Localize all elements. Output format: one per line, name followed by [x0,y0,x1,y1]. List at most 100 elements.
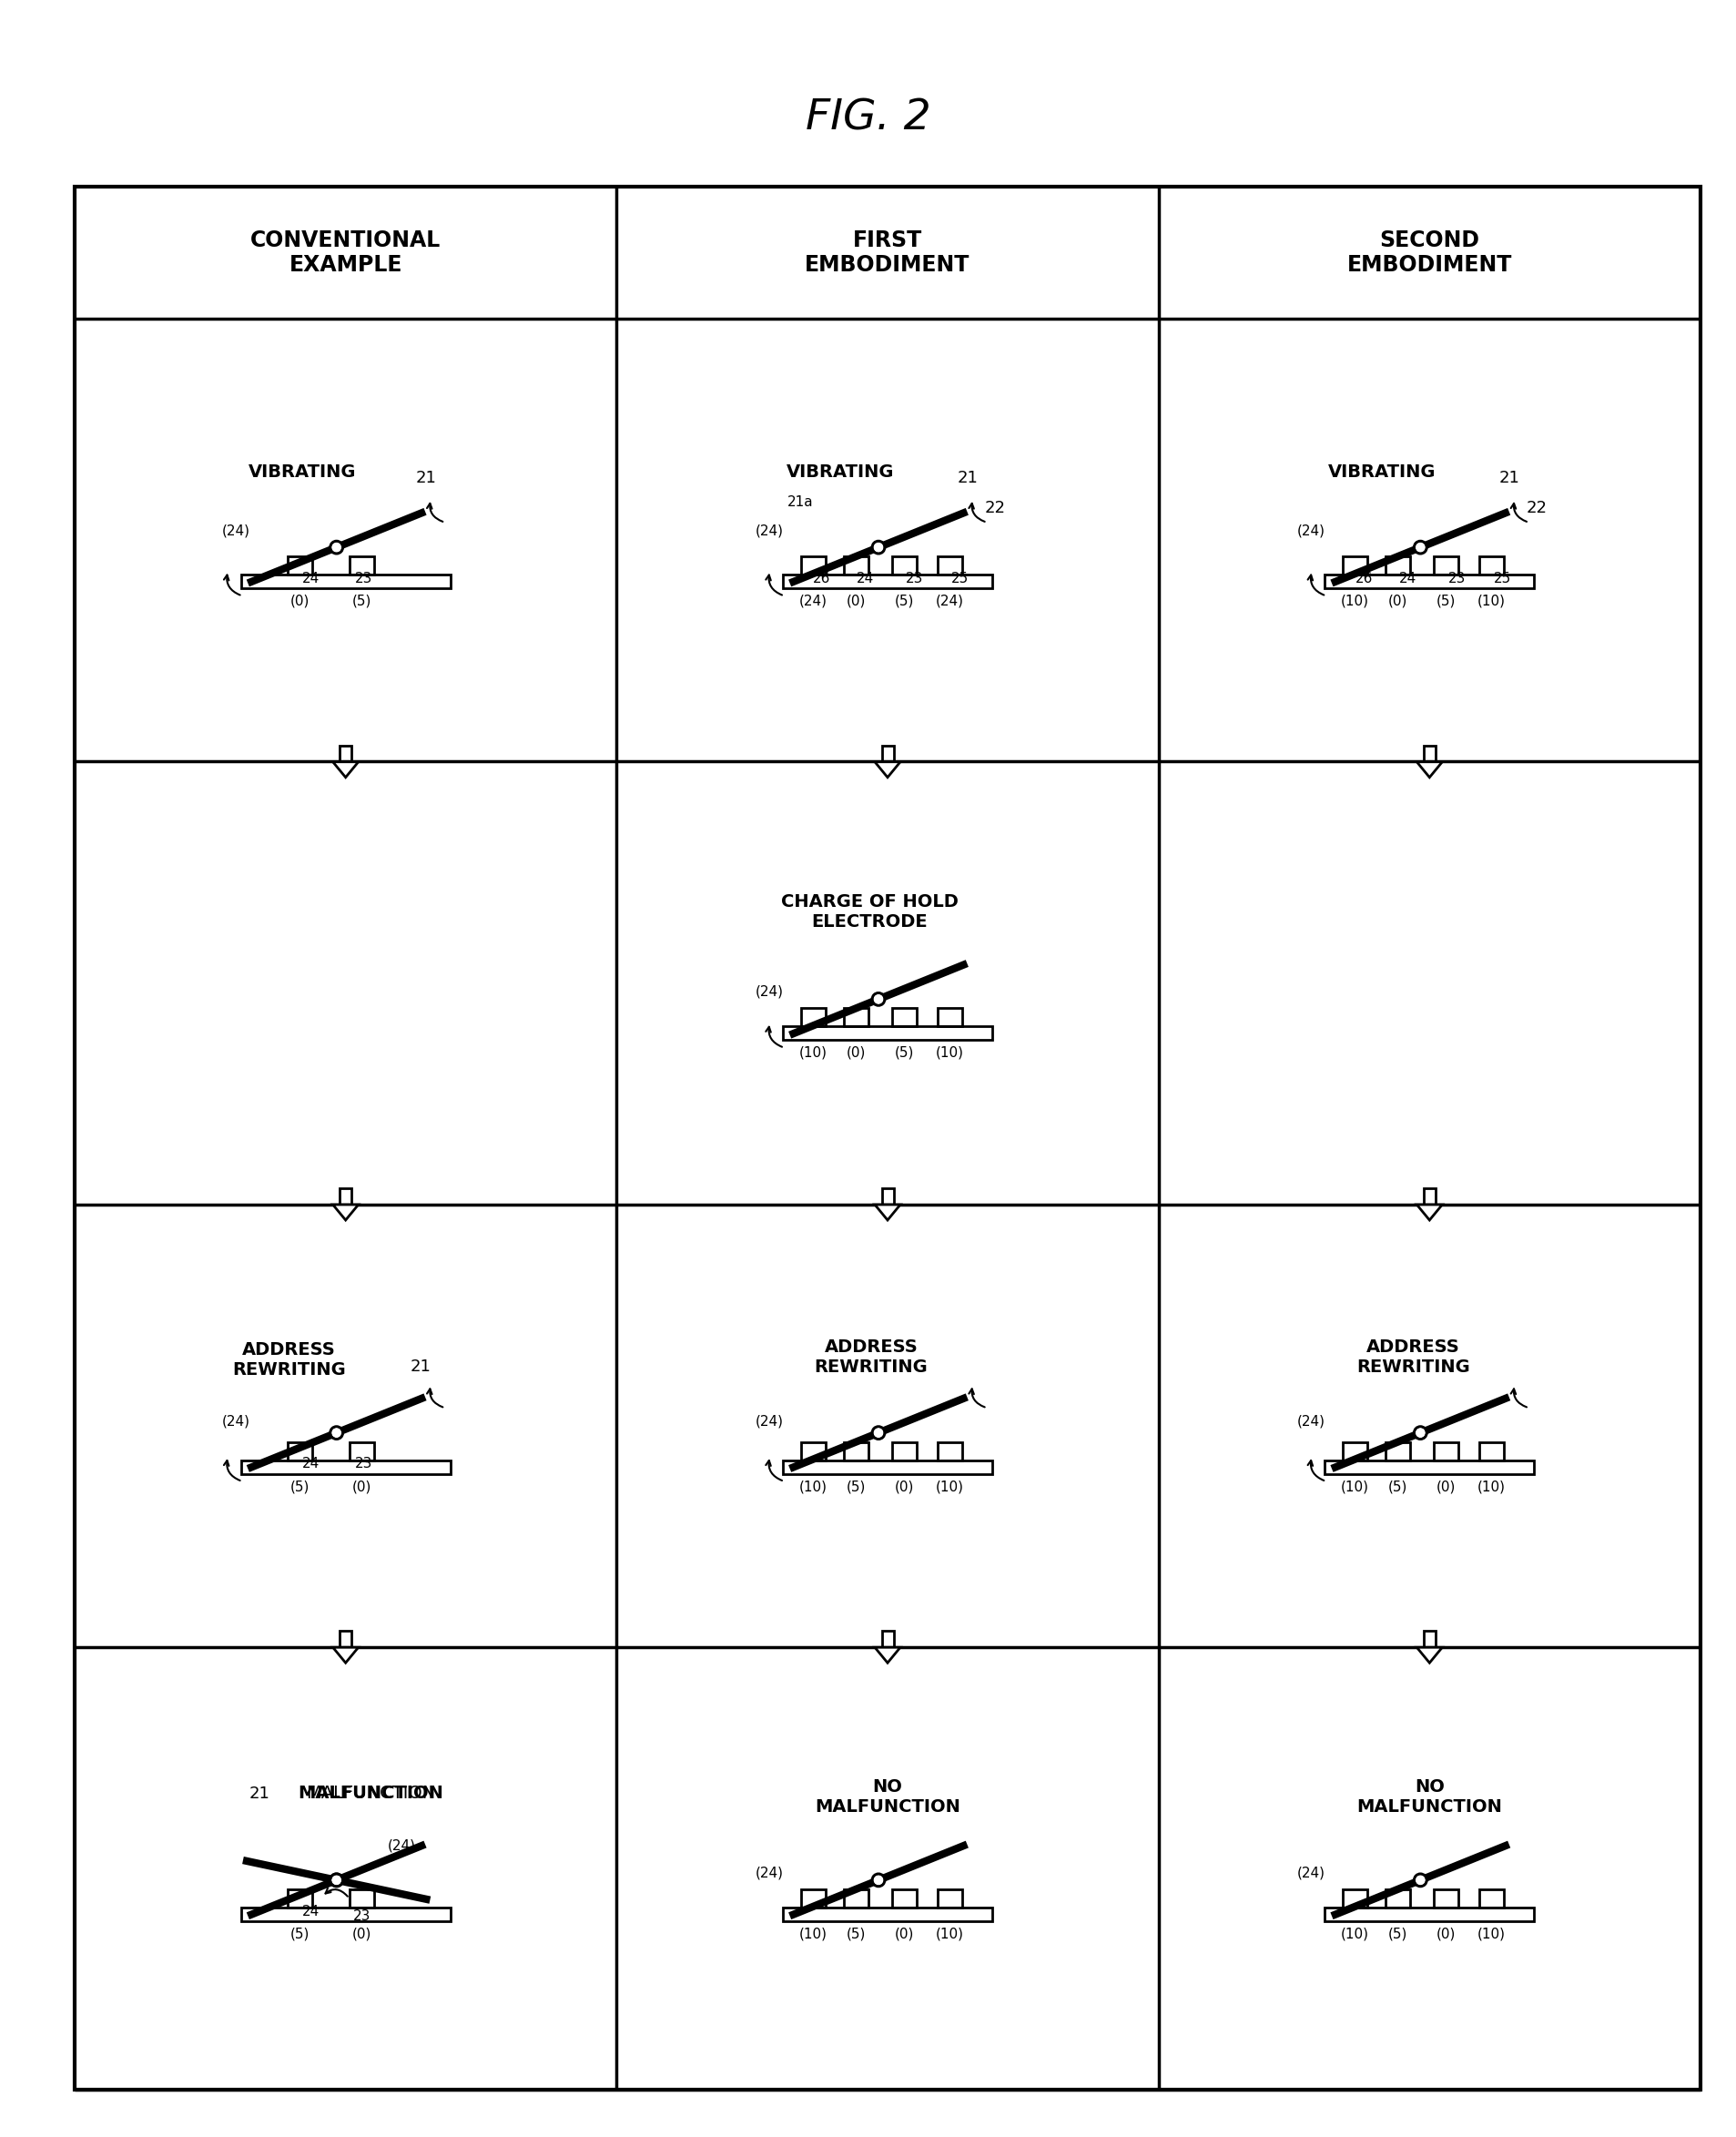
Circle shape [332,1428,342,1438]
Bar [1342,1442,1368,1460]
Bar [1342,1889,1368,1908]
Polygon shape [875,1205,901,1220]
Bar [1385,1442,1410,1460]
Text: MALFUNCTION: MALFUNCTION [306,1784,436,1801]
Text: 24: 24 [302,571,319,586]
Text: (24): (24) [755,524,783,539]
Bar [288,1889,312,1908]
Bar [1434,1442,1458,1460]
Bar [882,1188,894,1205]
Bar [340,746,351,763]
Polygon shape [1417,1648,1443,1663]
Circle shape [332,1874,342,1885]
Text: 21: 21 [957,470,977,487]
Bar [1479,1889,1503,1908]
Text: (0): (0) [1387,594,1408,607]
Circle shape [330,1874,344,1887]
Bar [340,1188,351,1205]
Polygon shape [875,763,901,778]
Bar [882,746,894,763]
Text: 24: 24 [858,571,875,586]
Bar [1479,1442,1503,1460]
Bar [1325,575,1535,588]
Circle shape [871,541,885,553]
Bar [1385,556,1410,575]
Text: (10): (10) [1477,1928,1505,1940]
Text: (10): (10) [1340,1928,1370,1940]
Text: VIBRATING: VIBRATING [248,464,356,481]
Text: 23: 23 [354,571,373,586]
Bar [844,1009,868,1026]
Text: FIG. 2: FIG. 2 [806,98,930,139]
Bar [241,575,450,588]
Bar [349,556,375,575]
Bar [783,1908,993,1921]
Circle shape [332,1874,342,1885]
Text: (5): (5) [290,1928,309,1940]
Circle shape [1415,543,1425,551]
Text: (24): (24) [799,594,826,607]
Bar [1424,1188,1436,1205]
Text: 24: 24 [302,1906,319,1919]
Circle shape [871,994,885,1007]
Text: (10): (10) [799,1928,826,1940]
Text: (0): (0) [290,594,309,607]
Bar [340,1631,351,1648]
Text: (5): (5) [352,594,372,607]
Polygon shape [1417,1205,1443,1220]
Text: 23: 23 [352,1910,372,1923]
Circle shape [873,543,884,551]
Circle shape [873,1874,884,1885]
Text: (5): (5) [894,1047,913,1060]
Text: (5): (5) [1387,1928,1408,1940]
Text: (24): (24) [222,1415,250,1428]
Text: 23: 23 [906,571,924,586]
Bar [882,1631,894,1648]
Text: 21a: 21a [786,496,812,509]
Text: (10): (10) [1340,594,1370,607]
Text: ADDRESS
REWRITING: ADDRESS REWRITING [814,1338,929,1376]
Bar [800,556,825,575]
Bar [349,1889,375,1908]
Text: 24: 24 [1399,571,1417,586]
Circle shape [873,1428,884,1438]
Text: 24: 24 [302,1457,319,1470]
Text: MALFUNCTION: MALFUNCTION [299,1784,444,1801]
Circle shape [1415,1874,1425,1885]
Text: (5): (5) [290,1479,309,1494]
Text: 22: 22 [1526,500,1547,517]
Text: (24): (24) [936,594,963,607]
Text: (10): (10) [1477,1479,1505,1494]
Bar [937,1442,962,1460]
Text: 21: 21 [415,470,436,487]
Text: (5): (5) [1436,594,1457,607]
Text: (24): (24) [755,1415,783,1428]
Bar [937,1009,962,1026]
Text: (0): (0) [352,1479,372,1494]
Bar [349,1442,375,1460]
Bar [288,556,312,575]
Text: (5): (5) [1387,1479,1408,1494]
Text: CONVENTIONAL
EXAMPLE: CONVENTIONAL EXAMPLE [250,229,441,276]
Circle shape [332,543,342,551]
Text: 26: 26 [812,571,832,586]
Circle shape [871,1874,885,1887]
Bar [783,1460,993,1475]
Text: (5): (5) [845,1928,866,1940]
Text: 21: 21 [1500,470,1521,487]
Text: (0): (0) [894,1479,913,1494]
Circle shape [1415,1428,1425,1438]
Circle shape [1415,541,1427,553]
Text: 25: 25 [951,571,969,586]
Text: (10): (10) [799,1047,826,1060]
Circle shape [873,994,884,1004]
Text: (10): (10) [936,1047,963,1060]
Bar [800,1889,825,1908]
Circle shape [330,1428,344,1438]
Circle shape [330,1874,344,1887]
Text: (0): (0) [352,1928,372,1940]
Bar [937,1889,962,1908]
Text: (10): (10) [1340,1479,1370,1494]
Bar [844,556,868,575]
Circle shape [1415,1428,1427,1438]
